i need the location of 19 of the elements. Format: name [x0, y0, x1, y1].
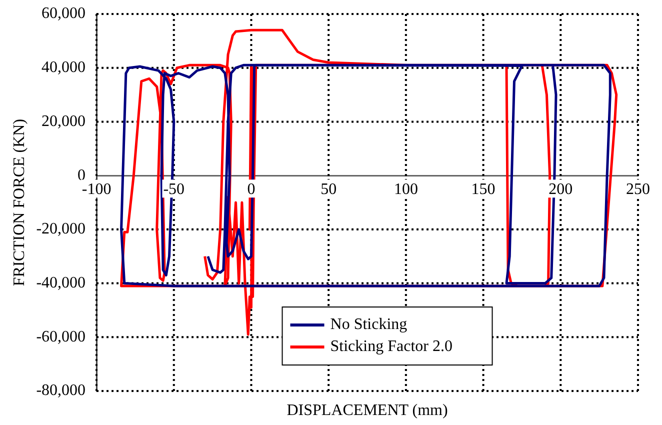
legend-label: No Sticking: [330, 316, 408, 334]
x-tick-label: 150: [471, 180, 496, 198]
x-tick-label: 50: [320, 180, 337, 198]
x-tick-label: 250: [626, 180, 650, 198]
y-tick-label: 40,000: [42, 59, 86, 76]
x-tick-label: -100: [82, 180, 112, 198]
x-tick-label: 200: [548, 180, 573, 198]
x-tick-label: 100: [394, 180, 418, 198]
y-tick-label: 60,000: [42, 5, 86, 22]
y-tick-label: -40,000: [36, 274, 86, 292]
y-tick-label: -60,000: [36, 328, 86, 346]
x-tick-label: 0: [247, 180, 256, 198]
x-tick-label: -50: [163, 180, 185, 198]
legend-label: Sticking Factor 2.0: [330, 338, 452, 356]
y-tick-label: 20,000: [42, 112, 86, 130]
y-tick-label: -20,000: [36, 220, 86, 238]
y-tick-label: -80,000: [36, 382, 86, 400]
x-axis-title: DISPLACEMENT (mm): [286, 402, 448, 420]
y-axis-title: FRICTION FORCE (KN): [10, 118, 28, 286]
